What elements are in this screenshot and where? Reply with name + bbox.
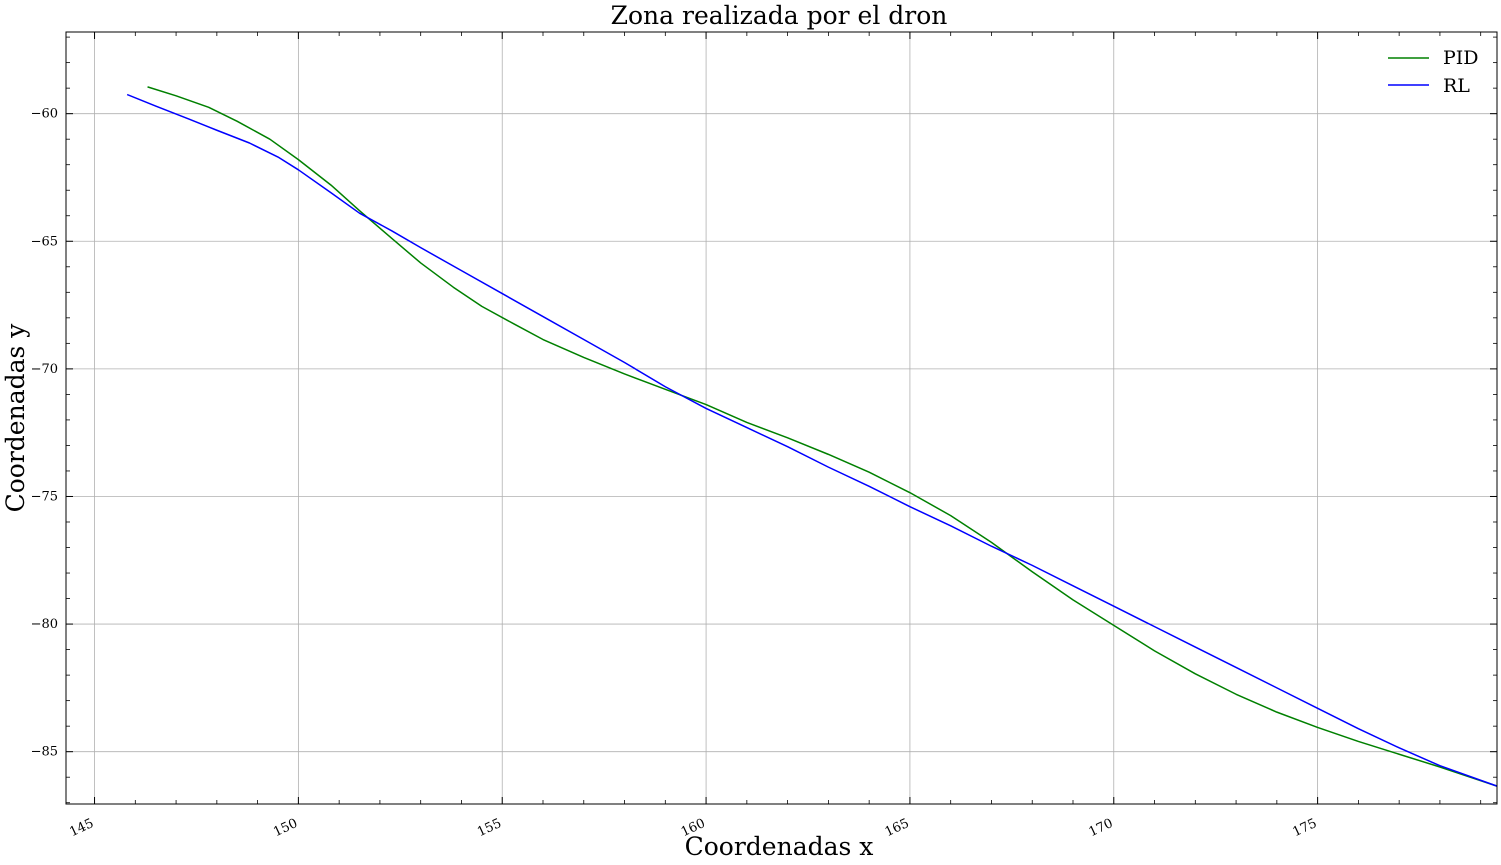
grid-layer xyxy=(66,32,1497,804)
y-tick-label: −60 xyxy=(31,107,58,122)
series-line-pid xyxy=(147,86,1498,787)
legend-label-pid: PID xyxy=(1443,47,1479,69)
x-tick-label: 170 xyxy=(1087,816,1116,840)
y-tick-label: −70 xyxy=(31,362,58,377)
y-tick-label: −65 xyxy=(31,234,58,249)
x-axis-label: Coordenadas x xyxy=(685,832,874,861)
y-tick-label: −80 xyxy=(31,617,58,632)
x-tick-label: 145 xyxy=(67,816,96,840)
y-axis-label: Coordenadas y xyxy=(1,323,30,513)
y-tick-label: −75 xyxy=(31,489,58,504)
series-line-rl xyxy=(126,93,1498,787)
tick-layer: 145 150 155 160 165 170 175−60−65−70−75−80−85 xyxy=(31,32,1497,840)
legend: PID RL xyxy=(1388,47,1479,97)
chart-title: Zona realizada por el dron xyxy=(611,1,948,30)
legend-label-rl: RL xyxy=(1443,75,1470,97)
x-tick-label: 165 xyxy=(883,816,912,840)
series-layer xyxy=(126,86,1498,787)
y-tick-label: −85 xyxy=(31,745,58,760)
x-tick-label: 155 xyxy=(475,816,504,840)
plot-frame xyxy=(65,31,1498,805)
x-tick-label: 150 xyxy=(271,816,300,840)
x-tick-label: 175 xyxy=(1290,816,1319,840)
